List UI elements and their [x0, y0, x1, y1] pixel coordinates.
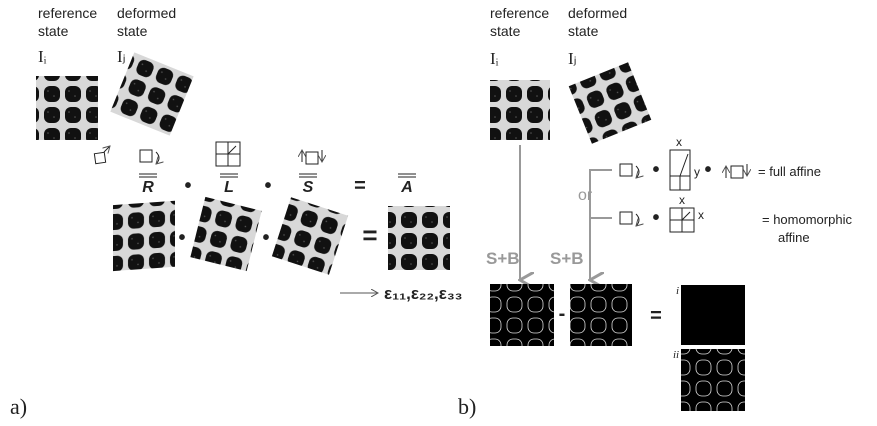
shape — [216, 142, 240, 166]
figure: reference state deformed state Iᵢ Iⱼ R L… — [0, 0, 877, 426]
shape — [636, 166, 639, 178]
text: affine — [778, 230, 810, 245]
text: Iᵢ — [490, 49, 499, 68]
text: state — [490, 23, 521, 39]
operator: - — [559, 303, 566, 325]
shape — [140, 150, 152, 162]
image — [490, 80, 550, 140]
shape — [620, 212, 632, 224]
operator: • — [262, 227, 269, 249]
text: S+B — [486, 249, 520, 268]
shape — [620, 164, 632, 176]
text: reference — [490, 5, 549, 21]
text: ii — [673, 349, 679, 361]
icons — [620, 150, 747, 232]
matrix: A — [400, 179, 413, 196]
operator: • — [652, 159, 659, 181]
axis-label: x — [679, 193, 685, 207]
matrix: R — [142, 179, 154, 196]
operator: • — [704, 159, 711, 181]
text: state — [38, 23, 69, 39]
text: Iᵢ — [38, 47, 47, 66]
text: reference — [38, 5, 97, 21]
operator: • — [184, 175, 191, 197]
shape — [731, 166, 743, 178]
text: deformed — [568, 5, 627, 21]
image — [681, 285, 745, 345]
strains: ε₁₁,ε₂₂,ε₃₃ — [384, 284, 463, 303]
image — [490, 284, 554, 346]
image — [272, 197, 348, 275]
text: state — [568, 23, 599, 39]
image — [113, 201, 175, 271]
text: = homomorphic — [762, 212, 852, 227]
shape — [306, 152, 318, 164]
shape — [156, 152, 159, 164]
operator: = — [354, 175, 366, 197]
shape — [670, 154, 690, 190]
operator: • — [264, 175, 271, 197]
image — [190, 197, 261, 271]
operator: • — [178, 227, 185, 249]
shape — [94, 152, 105, 163]
image — [36, 76, 98, 140]
axis-label: y — [694, 165, 700, 179]
operator: = — [650, 305, 662, 327]
text: or — [578, 187, 593, 204]
image — [569, 62, 652, 143]
panel-label: b) — [458, 394, 476, 419]
text: Iⱼ — [117, 47, 126, 66]
icons — [94, 142, 416, 177]
text: i — [676, 285, 679, 297]
text: S+B — [550, 249, 584, 268]
matrix: L — [224, 179, 234, 196]
axis-label: x — [676, 135, 682, 149]
operator: = — [362, 220, 377, 250]
text: state — [117, 23, 148, 39]
shape — [670, 208, 694, 232]
text: = full affine — [758, 164, 821, 179]
shape — [139, 174, 416, 177]
shape — [104, 146, 110, 152]
panel-label: a) — [10, 394, 27, 419]
operator: • — [652, 207, 659, 229]
matrix: S — [303, 179, 314, 196]
text: Iⱼ — [568, 49, 577, 68]
image — [388, 206, 450, 270]
axis-label: x — [698, 208, 704, 222]
image — [681, 349, 745, 411]
shape — [590, 170, 612, 280]
text: deformed — [117, 5, 176, 21]
image — [570, 284, 632, 346]
shape — [636, 214, 639, 226]
